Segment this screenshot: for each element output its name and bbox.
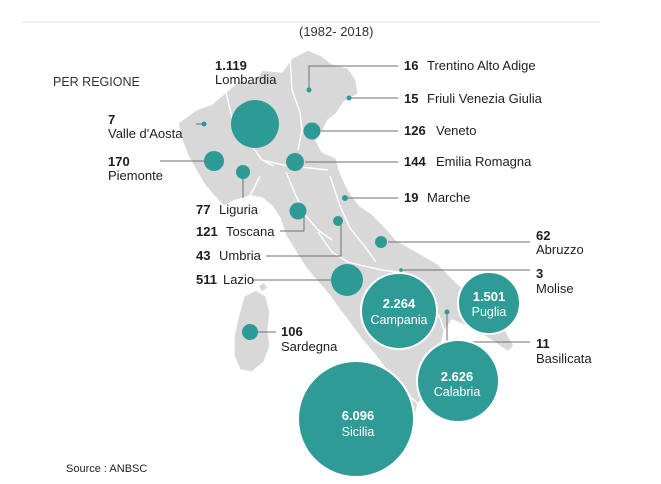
label-sicilia: Sicilia (342, 425, 375, 439)
bubble-campania (360, 272, 438, 350)
label-lazio: Lazio (223, 272, 254, 287)
value-sicilia: 6.096 (342, 408, 375, 423)
label-liguria: Liguria (219, 202, 259, 217)
bubbles (201, 87, 521, 478)
bubble-umbria (333, 216, 343, 226)
bubble-veneto (303, 122, 321, 140)
bubble-valle-daosta (201, 121, 207, 127)
bubble-molise (399, 268, 403, 272)
label-friuli: Friuli Venezia Giulia (427, 91, 543, 106)
value-puglia: 1.501 (473, 289, 506, 304)
bubble-friuli (346, 95, 352, 101)
label-campania: Campania (371, 313, 428, 327)
bubble-calabria (416, 339, 500, 423)
label-umbria: Umbria (219, 248, 262, 263)
label-marche: Marche (427, 190, 470, 205)
label-molise: Molise (536, 281, 574, 296)
label-abruzzo: Abruzzo (536, 242, 584, 257)
value-lazio: 511 (196, 272, 217, 287)
leader-lines (160, 65, 530, 343)
bubble-sicilia (297, 360, 415, 478)
bubble-liguria (236, 165, 250, 179)
label-piemonte: Piemonte (108, 168, 163, 183)
leader-toscana (280, 212, 305, 232)
label-veneto: Veneto (436, 123, 477, 138)
value-piemonte: 170 (108, 154, 130, 169)
value-abruzzo: 62 (536, 228, 550, 243)
sardinia-north-islet (257, 281, 269, 293)
leader-umbria (266, 222, 342, 257)
value-campania: 2.264 (383, 296, 416, 311)
bubble-basilicata (444, 309, 450, 315)
label-toscana: Toscana (226, 224, 275, 239)
bubble-lombardia (231, 100, 279, 148)
bubble-emilia (286, 153, 304, 171)
label-calabria: Calabria (434, 385, 481, 399)
bubble-trentino (306, 87, 312, 93)
bubble-sardegna (242, 324, 258, 340)
label-emilia: Emilia Romagna (436, 154, 532, 169)
value-molise: 3 (536, 266, 543, 281)
label-valle-daosta: Valle d'Aosta (108, 126, 183, 141)
value-liguria: 77 (196, 202, 210, 217)
bubble-abruzzo (375, 236, 387, 248)
period-title: (1982- 2018) (299, 24, 373, 39)
border-marche (329, 175, 377, 263)
border-liguria (249, 175, 261, 197)
border-toscana (285, 171, 333, 241)
border-lombardia-veneto (289, 57, 303, 151)
value-lombardia: 1.119 (215, 58, 247, 73)
label-trentino: Trentino Alto Adige (427, 58, 536, 73)
value-toscana: 121 (196, 224, 218, 239)
labels-in-bubbles: 2.264 Campania 1.501 Puglia 2.626 Calabr… (342, 289, 507, 439)
bubble-lazio (331, 264, 363, 296)
value-trentino: 16 (404, 58, 418, 73)
label-puglia: Puglia (472, 305, 507, 319)
bubble-toscana (289, 202, 307, 220)
bubble-piemonte (204, 151, 224, 171)
value-calabria: 2.626 (441, 369, 474, 384)
label-lombardia: Lombardia (215, 72, 277, 87)
bubble-puglia (457, 271, 521, 335)
section-header: PER REGIONE (53, 75, 140, 89)
value-valle-daosta: 7 (108, 112, 115, 127)
value-marche: 19 (404, 190, 418, 205)
value-veneto: 126 (404, 123, 426, 138)
leader-trentino (308, 65, 398, 90)
border-lazio (317, 231, 365, 267)
label-sardegna: Sardegna (281, 339, 338, 354)
value-friuli: 15 (404, 91, 418, 106)
value-emilia: 144 (404, 154, 426, 169)
labels-left: 1.119 Lombardia 7 Valle d'Aosta 170 Piem… (108, 58, 338, 354)
labels-right: 16 Trentino Alto Adige 15 Friuli Venezia… (404, 58, 592, 366)
value-umbria: 43 (196, 248, 210, 263)
value-sardegna: 106 (281, 324, 303, 339)
label-basilicata: Basilicata (536, 351, 592, 366)
source-note: Source : ANBSC (66, 463, 147, 475)
value-basilicata: 11 (536, 336, 550, 351)
bubble-marche (342, 195, 348, 201)
